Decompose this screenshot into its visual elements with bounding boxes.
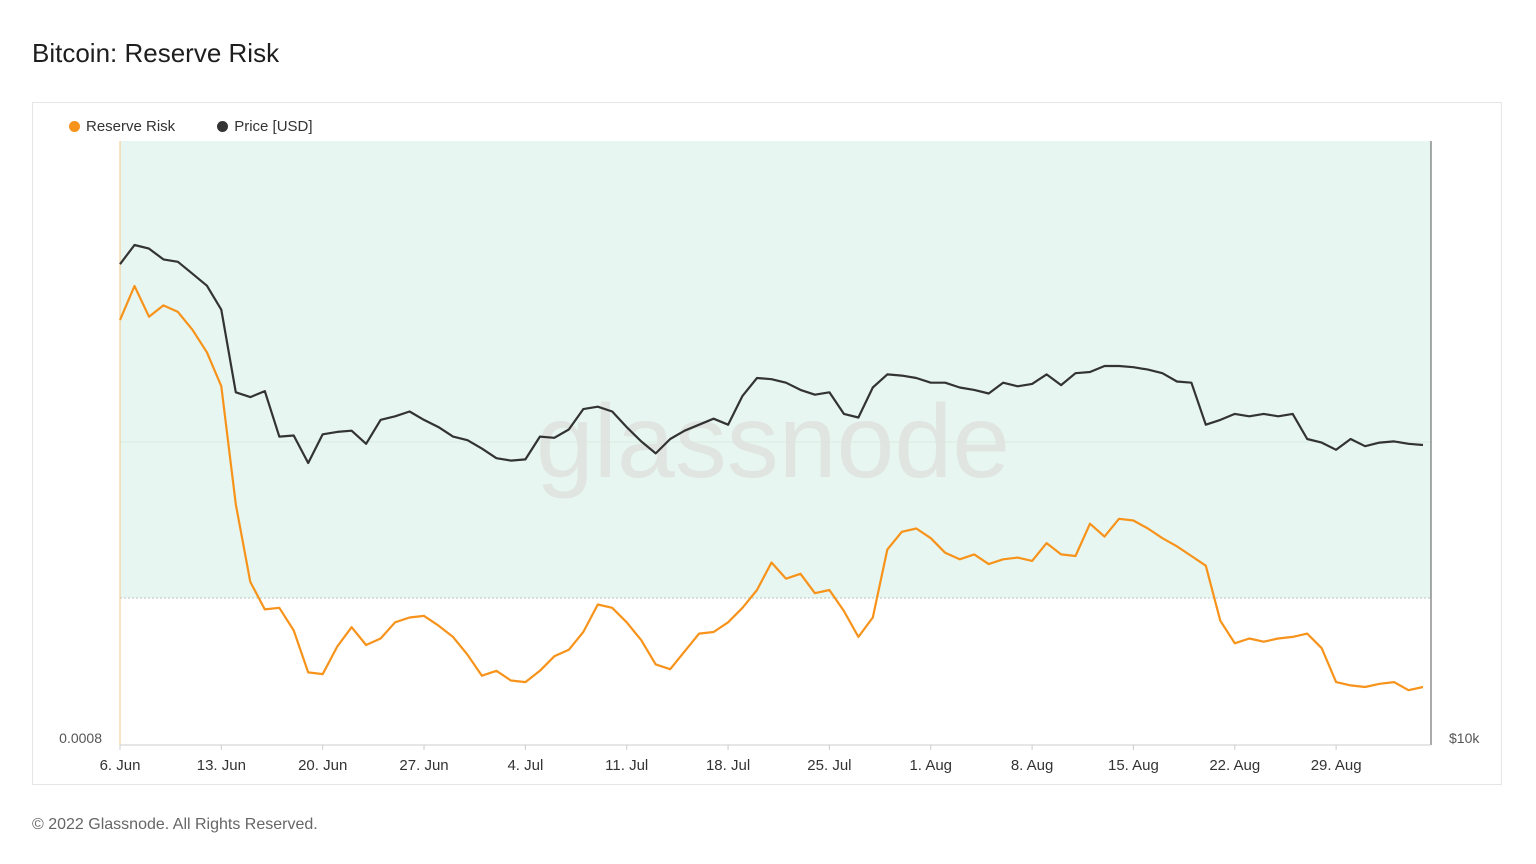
series-line-reserve-risk <box>118 284 1424 692</box>
x-tick-label: 15. Aug <box>1108 757 1159 774</box>
watermark: glassnode <box>536 384 1010 500</box>
x-tick-label: 25. Jul <box>807 757 851 774</box>
legend-dot-icon <box>69 121 80 132</box>
copyright-footer: © 2022 Glassnode. All Rights Reserved. <box>32 816 318 833</box>
legend-label: Price [USD] <box>234 118 313 135</box>
x-tick-label: 6. Jun <box>100 757 141 774</box>
risk-band <box>120 141 1431 598</box>
x-tick-label: 29. Aug <box>1311 757 1362 774</box>
x-tick-label: 11. Jul <box>605 757 648 774</box>
right-axis-label: $10k <box>1449 730 1480 746</box>
legend-item-price[interactable]: Price [USD] <box>217 118 313 135</box>
x-tick-label: 4. Jul <box>507 757 543 774</box>
x-tick-label: 8. Aug <box>1011 757 1054 774</box>
chart-plot: glassnode 6. Jun 13. Jun 20. Jun 27. Jun 4. … <box>59 141 1480 774</box>
series-line-price <box>119 243 1424 465</box>
legend: Reserve Risk Price [USD] <box>69 118 313 135</box>
x-tick-label: 18. Jul <box>706 757 750 774</box>
chart-card: glassnode 6. Jun 13. Jun 20. Jun 27. Jun 4. … <box>32 102 1502 785</box>
legend-label: Reserve Risk <box>86 118 176 135</box>
x-tick-label: 27. Jun <box>399 757 448 774</box>
page-title: Bitcoin: Reserve Risk <box>32 38 280 68</box>
x-tick-label: 13. Jun <box>197 757 246 774</box>
legend-dot-icon <box>217 121 229 132</box>
legend-item-reserve-risk[interactable]: Reserve Risk <box>69 118 175 135</box>
x-tick-label: 1. Aug <box>909 757 952 774</box>
x-tick-label: 20. Jun <box>298 757 347 774</box>
x-tick-label: 22. Aug <box>1209 757 1260 774</box>
left-axis-label: 0.0008 <box>59 730 102 746</box>
